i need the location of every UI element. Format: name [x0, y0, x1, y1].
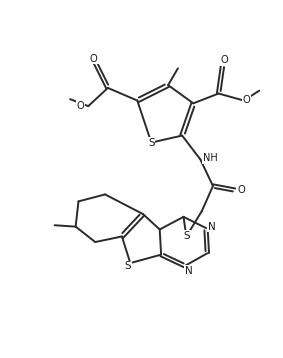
Text: O: O: [76, 101, 84, 111]
Text: O: O: [220, 55, 228, 65]
Text: S: S: [148, 137, 155, 147]
Text: N: N: [185, 266, 193, 276]
Text: N: N: [208, 222, 216, 232]
Text: O: O: [90, 53, 98, 63]
Text: O: O: [237, 185, 245, 195]
Text: O: O: [243, 95, 250, 105]
Text: NH: NH: [203, 153, 218, 163]
Text: S: S: [184, 231, 190, 241]
Text: S: S: [124, 261, 131, 271]
